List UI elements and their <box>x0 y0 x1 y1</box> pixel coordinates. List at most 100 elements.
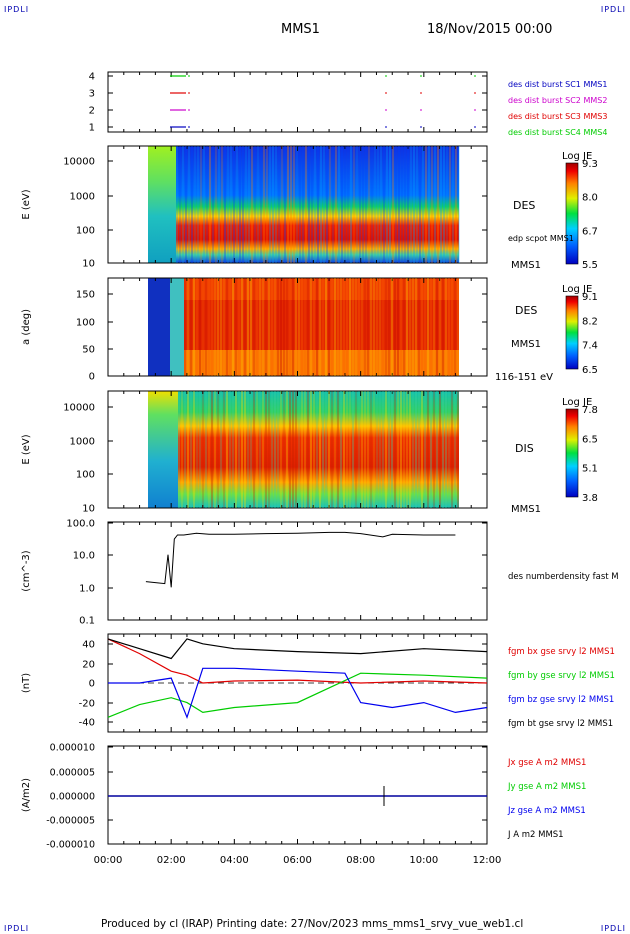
disE-streak <box>265 391 267 508</box>
desE-right-label: MMS1 <box>511 260 541 271</box>
disE-streak <box>190 391 192 508</box>
des-energy-panel <box>107 145 488 264</box>
desP-streak <box>292 278 294 376</box>
desP-streak <box>331 278 333 376</box>
colorbar-des-energy-bar <box>565 162 579 265</box>
desE-right-label: DES <box>513 199 535 212</box>
fgm-series-line <box>107 638 488 660</box>
disE-streak <box>370 391 372 508</box>
disE-streak <box>292 391 294 508</box>
desE-colorbar-tick: 5.5 <box>582 260 598 271</box>
desE-streak <box>182 146 184 263</box>
disE-colorbar-title: Log JE <box>562 397 592 408</box>
disE-streak <box>187 391 189 508</box>
time-tick-label: 10:00 <box>409 855 438 866</box>
desE-colorbar-tick: 9.3 <box>582 159 598 170</box>
disE-streak <box>226 391 228 508</box>
current-frame <box>107 745 488 845</box>
disE-colorbar-tick: 5.1 <box>582 464 598 475</box>
desP-streak <box>250 278 252 376</box>
disE-streak <box>316 391 318 508</box>
desP-streak <box>367 278 369 376</box>
desP-streak <box>400 278 402 376</box>
disE-streak <box>262 391 264 508</box>
desE-streak <box>428 146 430 263</box>
desE-streak <box>302 146 304 263</box>
disE-streak <box>436 391 438 508</box>
desP-streak <box>220 278 222 376</box>
desE-streak <box>290 146 292 263</box>
desE-streak <box>455 146 457 263</box>
desP-colorbar-tick: 9.1 <box>582 292 598 303</box>
desE-streak <box>179 146 181 263</box>
dis-energy-panel <box>107 390 488 509</box>
disE-streak <box>334 391 336 508</box>
desP-ylabel: a (deg) <box>21 309 32 345</box>
disE-streak <box>376 391 378 508</box>
disE-streak <box>196 391 198 508</box>
desE-streak <box>383 146 385 263</box>
desP-streak <box>334 278 336 376</box>
desE-streak <box>389 146 391 263</box>
des-energy-early-block <box>148 146 176 263</box>
desE-streak <box>191 146 193 263</box>
desE-streak <box>194 146 196 263</box>
desP-streak <box>421 278 423 376</box>
avail-ytick-label: 4 <box>89 72 95 83</box>
disE-streak <box>274 391 276 508</box>
desE-streak <box>317 146 319 263</box>
des-pitch-early-block <box>148 278 170 376</box>
disE-streak <box>214 391 216 508</box>
density-series-line <box>145 531 456 588</box>
disE-streak <box>271 391 273 508</box>
desE-streak <box>197 146 199 263</box>
cur-ytick-label: 0.000005 <box>50 768 95 779</box>
disE-streak <box>223 391 225 508</box>
disE-streak <box>445 391 447 508</box>
desP-streak <box>262 278 264 376</box>
disE-streak <box>181 391 183 508</box>
desP-ytick-label: 0 <box>89 372 95 383</box>
desE-streak <box>275 146 277 263</box>
desE-streak <box>308 146 310 263</box>
desP-streak <box>271 278 273 376</box>
desP-streak <box>229 278 231 376</box>
desP-streak <box>412 278 414 376</box>
desP-streak <box>277 278 279 376</box>
fgm-series-label: fgm bx gse srvy l2 MMS1 <box>508 647 615 657</box>
current-series-label: Jy gse A m2 MMS1 <box>507 782 586 792</box>
desE-streak <box>248 146 250 263</box>
desE-streak <box>245 146 247 263</box>
desE-streak <box>320 146 322 263</box>
availability-legend-item: des dist burst SC1 MMS1 <box>508 80 607 89</box>
desP-colorbar-tick: 6.5 <box>582 365 598 376</box>
desP-streak <box>409 278 411 376</box>
density-panel <box>107 521 488 621</box>
disE-ytick-label: 10 <box>82 504 95 515</box>
disE-streak <box>385 391 387 508</box>
disE-streak <box>277 391 279 508</box>
desE-streak <box>365 146 367 263</box>
desP-streak <box>382 278 384 376</box>
disE-streak <box>235 391 237 508</box>
desE-streak <box>272 146 274 263</box>
desP-streak <box>325 278 327 376</box>
desE-streak <box>395 146 397 263</box>
disE-streak <box>406 391 408 508</box>
fgm-ytick-label: 40 <box>82 640 95 651</box>
disE-streak <box>427 391 429 508</box>
desE-streak <box>281 146 283 263</box>
desE-streak <box>233 146 235 263</box>
desP-streak <box>361 278 363 376</box>
desE-streak <box>362 146 364 263</box>
disE-streak <box>364 391 366 508</box>
des-pitch-transition <box>170 278 184 376</box>
desP-streak <box>319 278 321 376</box>
desP-streak <box>379 278 381 376</box>
desE-streak <box>398 146 400 263</box>
desE-streak <box>284 146 286 263</box>
desP-streak <box>430 278 432 376</box>
desP-streak <box>226 278 228 376</box>
desP-streak <box>337 278 339 376</box>
desE-streak <box>188 146 190 263</box>
